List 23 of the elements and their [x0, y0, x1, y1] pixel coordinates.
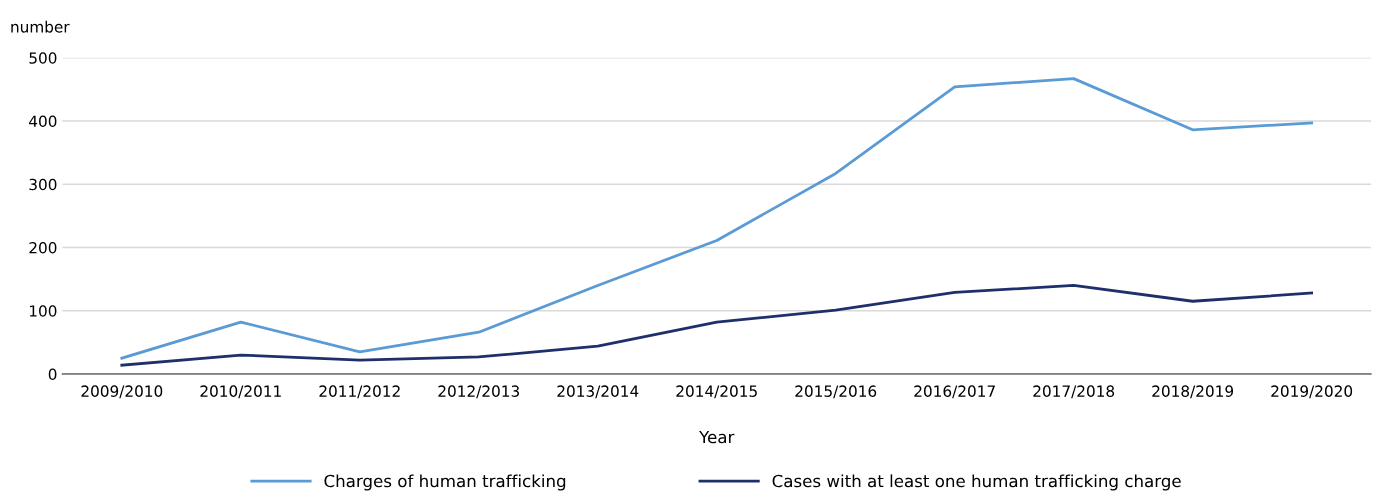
y-tick-label: 500 [29, 52, 57, 64]
x-tick-label: 2019/2020 [1271, 385, 1353, 399]
x-tick-label: 2010/2011 [200, 385, 281, 399]
line-series [120, 77, 1314, 360]
legend-label: Charges of human trafficking [324, 474, 566, 491]
x-tick-label: 2011/2012 [319, 385, 400, 399]
y-tick-label: 100 [29, 305, 57, 317]
x-tick-label: 2009/2010 [81, 385, 163, 399]
y-tick-label: 200 [29, 241, 57, 254]
y-tick-label: 0 [48, 368, 57, 381]
y-tick-label: 400 [29, 115, 57, 127]
y-tick-label: 300 [29, 178, 57, 191]
x-tick-label: 2018/2019 [1152, 385, 1234, 399]
line-series [120, 284, 1314, 367]
x-tick-label: 2017/2018 [1033, 385, 1115, 399]
x-axis-title: Year [699, 430, 735, 444]
y-axis-title: number [11, 20, 70, 33]
legend-label: Cases with at least one human trafficking charge [772, 474, 1181, 491]
x-tick-label: 2014/2015 [676, 385, 757, 399]
x-tick-label: 2015/2016 [795, 385, 877, 399]
x-tick-label: 2016/2017 [914, 385, 995, 399]
x-tick-label: 2013/2014 [557, 385, 639, 399]
x-tick-label: 2012/2013 [438, 385, 519, 399]
